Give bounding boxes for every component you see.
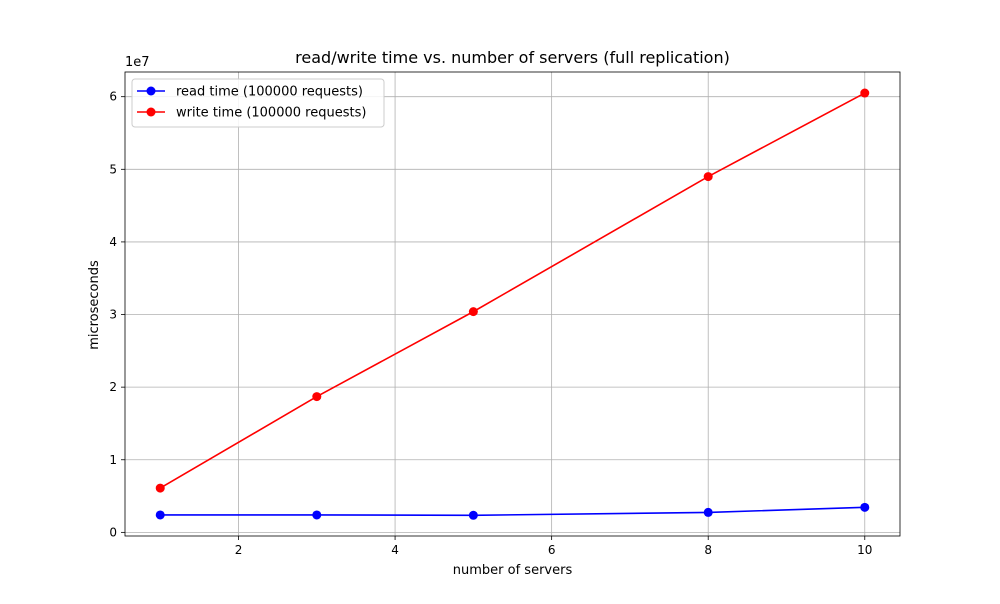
y-tick-label: 0 — [109, 525, 117, 539]
plot-frame — [124, 71, 901, 537]
x-tick-label: 8 — [704, 543, 712, 557]
series-2-point — [468, 307, 478, 317]
ticks: 2 4 6 8 10 0 1 2 3 4 5 6 — [109, 90, 872, 557]
x-tick-label: 2 — [235, 543, 243, 557]
y-tick-label: 5 — [109, 162, 117, 176]
series-2-point — [312, 392, 322, 402]
x-tick-label: 10 — [857, 543, 872, 557]
legend-label-2: write time (100000 requests) — [176, 106, 366, 121]
series-2-point — [860, 88, 870, 98]
legend: read time (100000 requests) write time (1… — [131, 78, 385, 128]
y-tick-label: 6 — [109, 90, 117, 104]
series-1-point — [703, 507, 713, 517]
legend-marker-1 — [146, 86, 156, 96]
series-1-point — [155, 510, 165, 520]
legend-marker-2 — [146, 107, 156, 117]
legend-box — [131, 78, 385, 128]
y-tick-label: 2 — [109, 380, 117, 394]
x-tick-label: 6 — [548, 543, 556, 557]
y-axis-label: microseconds — [87, 260, 102, 350]
series-1-point — [860, 502, 870, 512]
x-tick-label: 4 — [391, 543, 399, 557]
x-axis-label: number of servers — [453, 563, 573, 578]
y-axis-offset-label: 1e7 — [125, 55, 150, 70]
series-1-point — [468, 510, 478, 520]
series-2-point — [155, 483, 165, 493]
series-1-point — [312, 510, 322, 520]
y-tick-label: 4 — [109, 235, 117, 249]
grid — [125, 72, 900, 536]
series-2-point — [703, 172, 713, 182]
y-tick-label: 1 — [109, 453, 117, 467]
chart-title: read/write time vs. number of servers (f… — [295, 48, 730, 67]
y-tick-label: 3 — [109, 308, 117, 322]
series-lines — [155, 88, 870, 520]
axes — [124, 71, 901, 537]
legend-label-1: read time (100000 requests) — [176, 85, 363, 100]
